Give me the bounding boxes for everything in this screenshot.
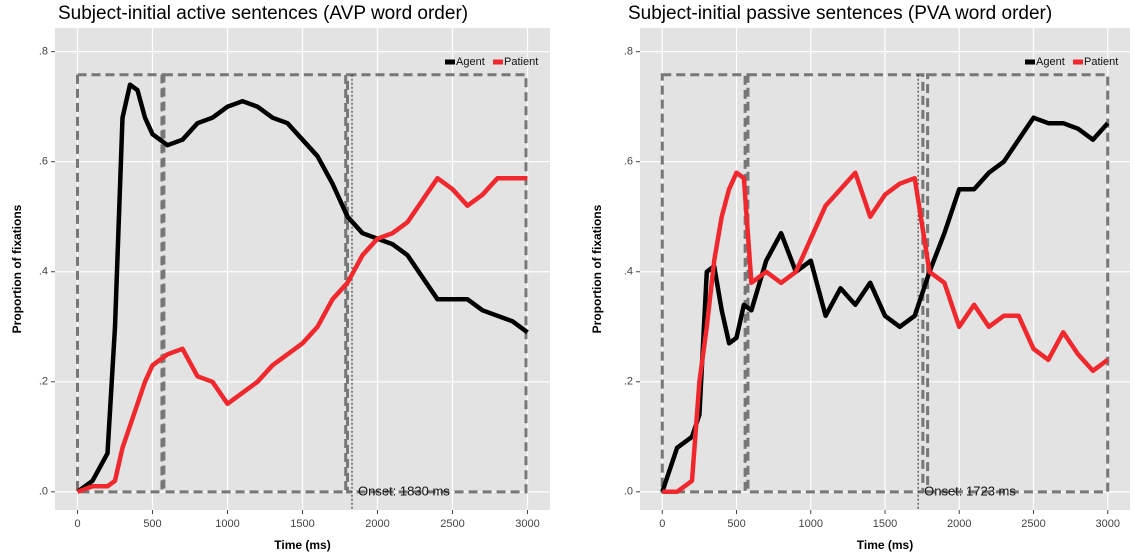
region-box — [660, 73, 747, 494]
y-tick-label: .4 — [624, 266, 633, 278]
x-tick-label: 0 — [659, 518, 665, 530]
x-tick-label: 2000 — [947, 518, 971, 530]
series-line — [76, 175, 528, 494]
panel: Subject-initial active sentences (AVP wo… — [10, 3, 550, 552]
region-box — [76, 73, 164, 494]
legend-label: Patient — [504, 56, 538, 68]
series-line — [660, 115, 1110, 493]
x-tick-label: 1000 — [799, 518, 823, 530]
chart-title: Subject-initial active sentences (AVP wo… — [58, 3, 468, 24]
x-tick-label: 500 — [727, 518, 745, 530]
legend-label: Patient — [1084, 56, 1118, 68]
chart-title: Subject-initial passive sentences (PVA w… — [628, 3, 1052, 24]
panel: Subject-initial passive sentences (PVA w… — [590, 3, 1130, 552]
region-box — [746, 73, 925, 494]
y-tick-label: .0 — [624, 486, 633, 498]
x-tick-label: 3000 — [1095, 518, 1119, 530]
series-line — [76, 82, 529, 494]
x-tick-label: 2500 — [440, 518, 464, 530]
x-tick-label: 3000 — [515, 518, 539, 530]
x-axis-label: Time (ms) — [857, 538, 913, 552]
y-tick-label: .0 — [39, 486, 48, 498]
y-tick-label: .6 — [624, 156, 633, 168]
y-tick-label: .2 — [624, 376, 633, 388]
onset-annotation: Onset: 1723 ms — [924, 483, 1016, 498]
legend-label: Agent — [456, 56, 485, 68]
x-tick-label: 2500 — [1021, 518, 1045, 530]
series-line — [662, 170, 1110, 495]
x-tick-label: 1500 — [873, 518, 897, 530]
y-tick-label: .2 — [39, 376, 48, 388]
x-tick-label: 500 — [143, 518, 161, 530]
y-tick-label: .4 — [39, 266, 48, 278]
y-tick-label: .8 — [39, 46, 48, 58]
region-box — [162, 73, 348, 494]
x-axis-label: Time (ms) — [274, 538, 330, 552]
y-tick-label: .8 — [624, 46, 633, 58]
y-axis-label: Proportion of fixations — [10, 204, 24, 333]
x-tick-label: 2000 — [365, 518, 389, 530]
y-tick-label: .6 — [39, 156, 48, 168]
x-tick-label: 0 — [74, 518, 80, 530]
y-axis-label: Proportion of fixations — [590, 204, 604, 333]
onset-annotation: Onset: 1830 ms — [358, 483, 450, 498]
x-tick-label: 1500 — [290, 518, 314, 530]
legend-label: Agent — [1036, 56, 1065, 68]
x-tick-label: 1000 — [215, 518, 239, 530]
